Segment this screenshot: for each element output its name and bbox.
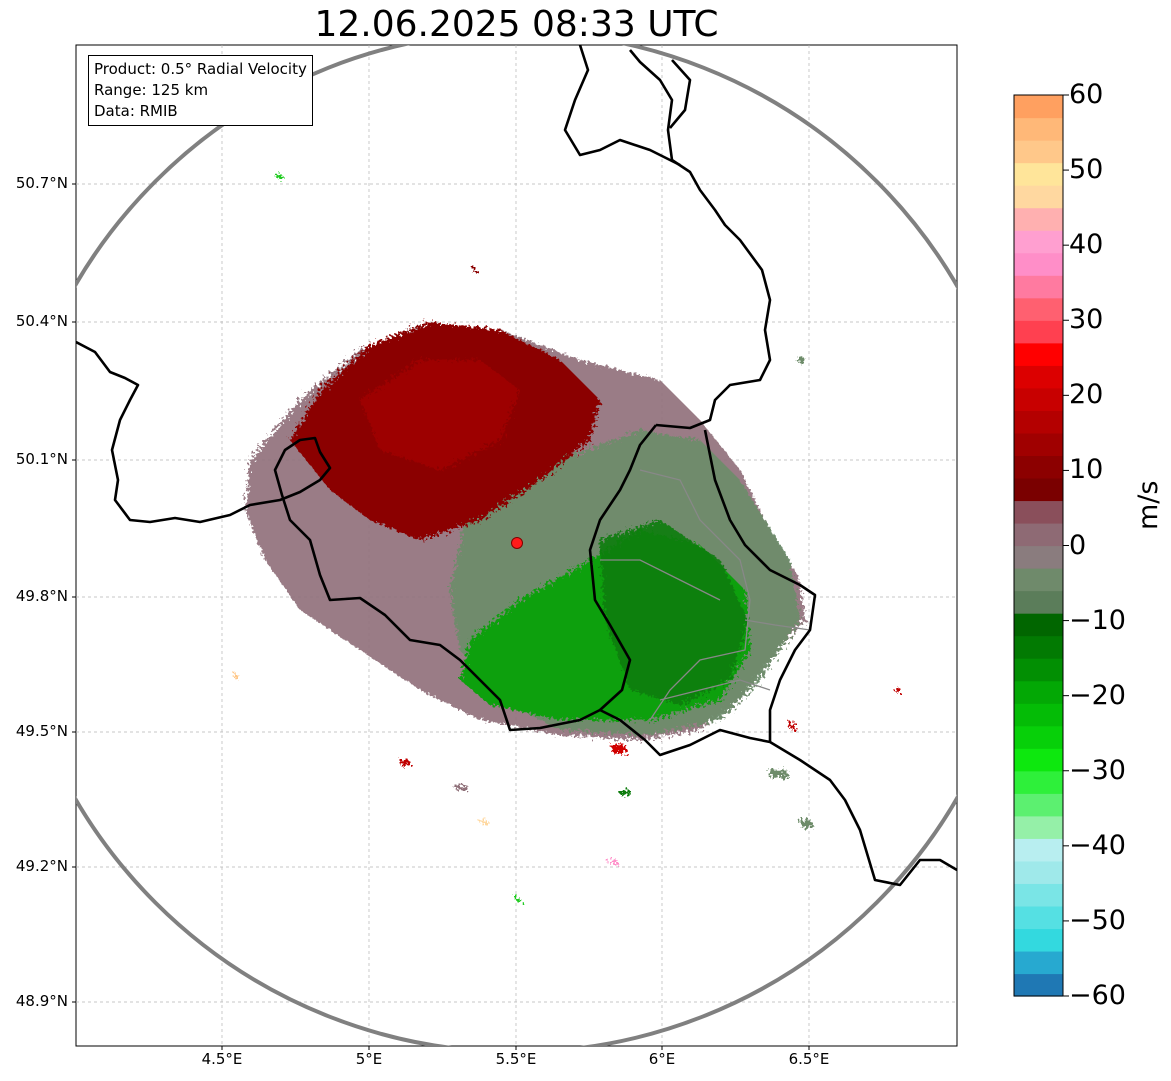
colorbar-band xyxy=(1014,703,1063,727)
colorbar-ticks xyxy=(1063,94,1069,997)
colorbar-band xyxy=(1014,680,1063,704)
chart-title: 12.06.2025 08:33 UTC xyxy=(314,4,719,45)
x-tick-label: 6.5°E xyxy=(788,1050,830,1068)
colorbar-band xyxy=(1014,883,1063,907)
y-tick-label: 50.7°N xyxy=(15,174,68,192)
colorbar-band xyxy=(1014,905,1063,930)
colorbar-band xyxy=(1014,568,1063,592)
info-range: Range: 125 km xyxy=(94,81,209,99)
x-tick-label: 6°E xyxy=(648,1050,676,1068)
colorbar-band xyxy=(1014,635,1063,659)
colorbar-tick-label: 30 xyxy=(1069,304,1104,336)
colorbar-band xyxy=(1014,117,1063,141)
internal-boundaries xyxy=(600,469,811,721)
colorbar-band xyxy=(1014,320,1063,344)
y-tick-label: 49.5°N xyxy=(15,722,68,740)
x-tick-label: 4.5°E xyxy=(201,1050,243,1068)
colorbar-band xyxy=(1014,455,1063,479)
colorbar-tick-label: −50 xyxy=(1069,904,1126,936)
colorbar-band xyxy=(1014,252,1063,276)
colorbar-band xyxy=(1014,230,1063,254)
colorbar-tick-label: 20 xyxy=(1069,379,1104,411)
info-product: Product: 0.5° Radial Velocity xyxy=(94,60,307,78)
colorbar-tick-label: −10 xyxy=(1069,604,1126,636)
y-tick-label: 49.2°N xyxy=(15,857,68,875)
colorbar-tick-label: −60 xyxy=(1069,980,1126,1011)
colorbar-band xyxy=(1014,658,1063,682)
border-nl-north xyxy=(563,45,681,167)
colorbar-unit: m/s xyxy=(1133,480,1164,530)
y-tick-label: 49.8°N xyxy=(15,587,68,605)
colorbar-band xyxy=(1014,838,1063,862)
colorbar-band xyxy=(1014,590,1063,614)
border-lu-inner xyxy=(588,424,658,711)
colorbar-tick-label: −30 xyxy=(1069,754,1126,786)
echo-red-core xyxy=(360,360,520,470)
colorbar-band xyxy=(1014,275,1063,299)
colorbar-band xyxy=(1014,725,1063,749)
colorbar-band xyxy=(1014,342,1063,366)
border-fr-be-west xyxy=(76,340,957,887)
y-tick-label: 48.9°N xyxy=(15,992,68,1010)
echo-dark-green xyxy=(600,520,748,705)
colorbar-band xyxy=(1014,860,1063,884)
colorbar-band xyxy=(1014,748,1063,772)
colorbar-band xyxy=(1014,140,1063,164)
colorbar-band xyxy=(1014,522,1063,547)
border-de-ne xyxy=(669,59,692,129)
colorbar-tick-label: −40 xyxy=(1069,829,1126,861)
border-lu-de xyxy=(703,429,817,742)
colorbar-band xyxy=(1014,432,1063,457)
colorbar-band xyxy=(1014,477,1063,502)
colorbar-band xyxy=(1014,95,1063,119)
colorbar-band xyxy=(1014,185,1063,209)
colorbar-band xyxy=(1014,365,1063,389)
product-info-box: Product: 0.5° Radial Velocity Range: 125… xyxy=(88,55,313,126)
colorbar-tick-label: 0 xyxy=(1069,529,1087,561)
colorbar-band xyxy=(1014,545,1063,569)
gridlines xyxy=(76,45,957,1046)
colorbar-bands xyxy=(1014,95,1063,997)
colorbar-band xyxy=(1014,928,1063,952)
colorbar-tick-label: −20 xyxy=(1069,679,1126,711)
colorbar-tick-label: 40 xyxy=(1069,229,1104,261)
colorbar-band xyxy=(1014,410,1063,434)
colorbar-tick-label: 50 xyxy=(1069,154,1104,186)
colorbar-band xyxy=(1014,815,1063,839)
border-be-lu xyxy=(629,49,772,430)
y-tick-label: 50.1°N xyxy=(15,450,68,468)
radar-site-marker xyxy=(511,537,523,549)
velocity-colorbar xyxy=(1013,94,1069,997)
country-borders xyxy=(76,45,957,887)
colorbar-band xyxy=(1014,387,1063,411)
y-tick-label: 50.4°N xyxy=(15,312,68,330)
axis-ticks xyxy=(72,183,810,1050)
colorbar-band xyxy=(1014,793,1063,817)
info-data-source: Data: RMIB xyxy=(94,102,178,120)
radar-echoes xyxy=(233,174,900,901)
colorbar-band xyxy=(1014,207,1063,231)
x-tick-label: 5°E xyxy=(355,1050,383,1068)
colorbar-band xyxy=(1014,973,1063,997)
colorbar-tick-label: 10 xyxy=(1069,454,1104,486)
x-tick-label: 5.5°E xyxy=(495,1050,537,1068)
colorbar-band xyxy=(1014,950,1063,975)
colorbar-band xyxy=(1014,500,1063,524)
echo-fragments xyxy=(233,174,900,901)
colorbar-band xyxy=(1014,162,1063,186)
colorbar-band xyxy=(1014,613,1063,637)
colorbar-band xyxy=(1014,297,1063,321)
colorbar-tick-label: 60 xyxy=(1069,79,1104,110)
colorbar-band xyxy=(1014,770,1063,794)
